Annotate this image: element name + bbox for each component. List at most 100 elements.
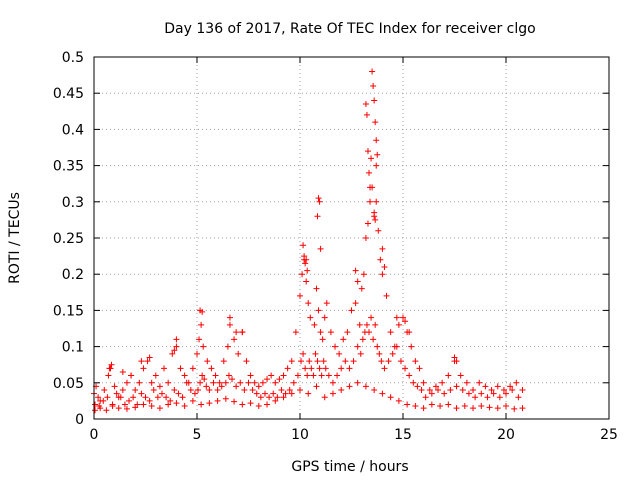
data-point [314,358,321,365]
data-point [119,387,126,394]
data-point [381,263,388,270]
y-tick-labels: 0 0.05 0.1 0.15 0.2 0.25 0.3 0.35 0.4 0.45 0.5 [53,50,84,428]
data-point [208,365,215,372]
data-point [342,358,349,365]
data-point [97,405,104,412]
data-point [484,394,491,401]
data-point [301,253,308,260]
data-point [400,314,406,321]
data-point [470,405,477,412]
data-point [165,379,172,386]
data-point [272,379,279,386]
data-point [171,347,178,354]
data-point [300,350,307,357]
y-tick-label: 0.4 [62,122,84,138]
data-point [393,343,400,350]
data-point [432,383,439,390]
data-point [297,292,303,299]
data-point [233,329,240,336]
data-point [284,365,291,372]
data-point [496,394,503,401]
data-point [511,405,518,412]
data-point [363,111,370,118]
data-point [278,387,285,394]
data-points [91,68,526,414]
data-point [412,402,419,409]
data-point [453,405,460,412]
data-point [406,372,413,379]
data-point [315,195,322,202]
data-point [376,350,383,357]
x-tick-label: 10 [291,427,309,443]
data-point [203,383,210,390]
data-point [199,372,206,379]
data-point [402,365,409,372]
data-point [297,387,303,394]
data-point [416,365,423,372]
data-point [352,267,359,274]
data-point [519,405,526,412]
data-point [115,405,122,412]
data-point [402,318,409,325]
data-point [290,379,297,386]
data-point [255,383,262,390]
data-point [181,402,188,409]
data-point [294,372,301,379]
data-point [163,394,170,401]
data-point [494,383,501,390]
data-point [257,394,264,401]
data-point [377,256,384,263]
data-point [302,260,309,267]
data-point [198,401,205,408]
data-point [92,401,99,408]
data-point [280,394,287,401]
data-point [235,350,242,357]
data-point [199,308,206,315]
data-point [130,394,137,401]
data-point [231,336,238,343]
data-point [261,390,268,397]
data-point [371,97,378,104]
data-point [459,387,466,394]
data-point [138,358,145,365]
data-point [132,387,139,394]
data-point [313,285,320,292]
data-point [348,307,355,314]
data-point [117,394,124,401]
data-point [104,394,111,401]
plot-frame [93,56,610,420]
data-point [482,383,489,390]
data-point [268,372,275,379]
data-point [362,235,369,241]
x-tick-labels: 0 5 10 15 20 25 [90,427,618,443]
data-point [408,343,415,350]
data-point [201,376,208,383]
data-point [189,365,196,372]
data-point [304,267,311,274]
data-point [320,358,327,365]
data-point [310,372,317,379]
data-point [292,329,299,336]
data-point [507,383,514,390]
data-point [354,379,361,386]
data-point [350,358,357,365]
x-tick-label: 15 [394,427,412,443]
data-point [146,354,153,361]
data-point [451,354,458,361]
data-point [299,271,306,278]
data-point [165,401,172,408]
data-point [161,365,168,372]
data-point [121,401,128,408]
data-point [140,401,147,408]
data-point [272,397,279,404]
y-tick-label: 0.2 [62,267,84,283]
data-point [315,307,322,314]
data-point [332,343,339,350]
data-point [247,400,254,407]
data-point [453,383,460,390]
data-point [354,343,361,350]
data-point [470,387,477,394]
data-point [266,394,273,401]
data-point [447,387,454,394]
